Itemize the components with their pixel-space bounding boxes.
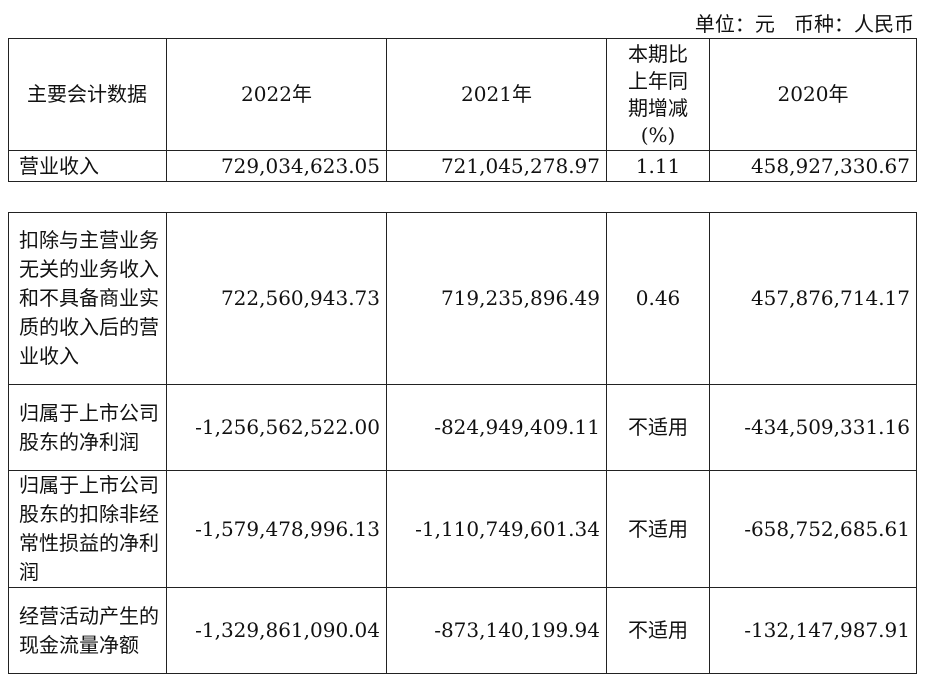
row-label-net-profit-excl-nonrecurring: 归属于上市公司股东的扣除非经常性损益的净利润 [8, 470, 167, 588]
header-row: 主要会计数据 2022年 2021年 本期比上年同期增减(%) 2020年 [8, 38, 917, 151]
unit-currency-note: 单位：元 币种：人民币 [694, 12, 914, 36]
cell-2020: -132,147,987.91 [709, 587, 917, 674]
table-row: 经营活动产生的现金流量净额 -1,329,861,090.04 -873,140… [8, 587, 917, 674]
row-label-adjusted-revenue: 扣除与主营业务无关的业务收入和不具备商业实质的收入后的营业收入 [8, 212, 167, 385]
table-row: 扣除与主营业务无关的业务收入和不具备商业实质的收入后的营业收入 722,560,… [8, 212, 917, 385]
cell-2021: -1,110,749,601.34 [386, 470, 607, 588]
cell-2021: -873,140,199.94 [386, 587, 607, 674]
cell-change: 不适用 [606, 587, 710, 674]
accounting-data-table-header: 主要会计数据 2022年 2021年 本期比上年同期增减(%) 2020年 营业… [8, 38, 917, 182]
header-2022: 2022年 [166, 38, 387, 151]
table-row: 营业收入 729,034,623.05 721,045,278.97 1.11 … [8, 150, 917, 182]
cell-change: 0.46 [606, 212, 710, 385]
cell-2022: -1,579,478,996.13 [166, 470, 387, 588]
row-label-operating-cash-flow: 经营活动产生的现金流量净额 [8, 587, 167, 674]
header-2021: 2021年 [386, 38, 607, 151]
cell-2021: -824,949,409.11 [386, 384, 607, 471]
cell-2022: 722,560,943.73 [166, 212, 387, 385]
cell-change: 不适用 [606, 384, 710, 471]
cell-2020: -434,509,331.16 [709, 384, 917, 471]
cell-2020: 457,876,714.17 [709, 212, 917, 385]
cell-2022: -1,329,861,090.04 [166, 587, 387, 674]
accounting-data-table-body: 扣除与主营业务无关的业务收入和不具备商业实质的收入后的营业收入 722,560,… [8, 212, 917, 674]
header-change-pct: 本期比上年同期增减(%) [606, 38, 710, 151]
table-row: 归属于上市公司股东的净利润 -1,256,562,522.00 -824,949… [8, 384, 917, 471]
cell-2020: 458,927,330.67 [709, 150, 917, 182]
cell-2022: 729,034,623.05 [166, 150, 387, 182]
cell-2022: -1,256,562,522.00 [166, 384, 387, 471]
row-label-net-profit: 归属于上市公司股东的净利润 [8, 384, 167, 471]
cell-2021: 721,045,278.97 [386, 150, 607, 182]
table-row: 归属于上市公司股东的扣除非经常性损益的净利润 -1,579,478,996.13… [8, 470, 917, 588]
header-2020: 2020年 [709, 38, 917, 151]
header-key-data: 主要会计数据 [8, 38, 167, 151]
cell-change: 1.11 [606, 150, 710, 182]
row-label-revenue: 营业收入 [8, 150, 167, 182]
cell-2021: 719,235,896.49 [386, 212, 607, 385]
cell-change: 不适用 [606, 470, 710, 588]
cell-2020: -658,752,685.61 [709, 470, 917, 588]
